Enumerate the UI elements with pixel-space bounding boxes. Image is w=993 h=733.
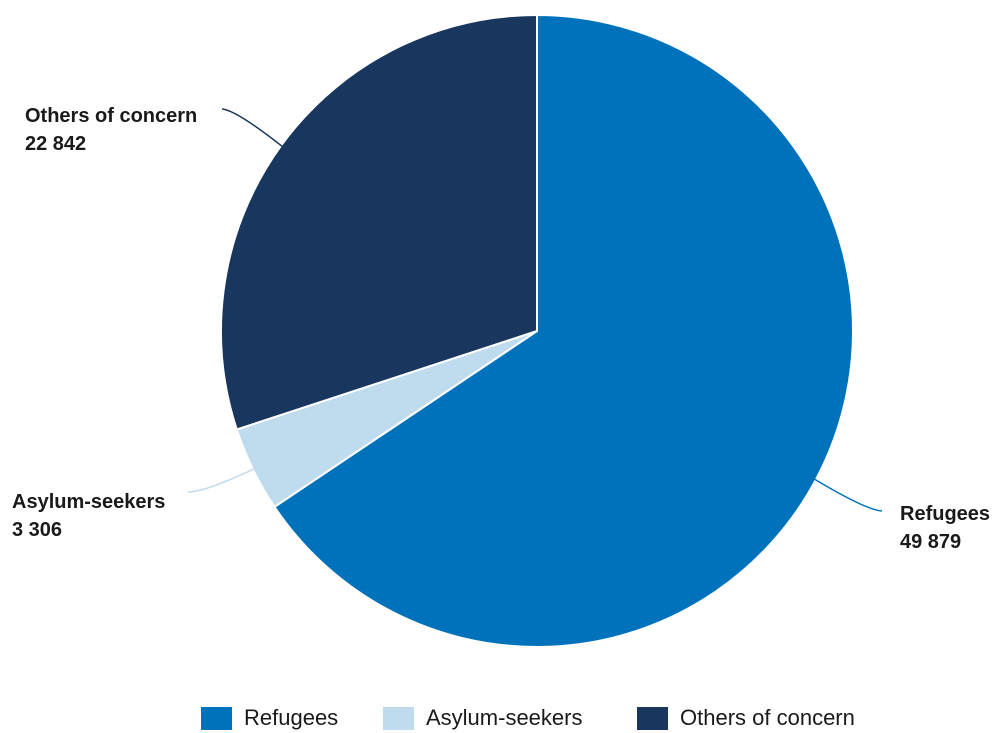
legend-item-asylum-seekers: Asylum-seekers bbox=[383, 703, 582, 733]
slice-label-refugees: Refugees 49 879 bbox=[900, 503, 993, 553]
legend-label-refugees: Refugees bbox=[244, 705, 339, 730]
legend-item-refugees: Refugees bbox=[201, 703, 338, 733]
legend-label-asylum-seekers: Asylum-seekers bbox=[426, 705, 583, 730]
slice-label-asylum-seekers-value: 3 306 bbox=[12, 519, 62, 541]
legend-swatch-refugees bbox=[201, 706, 232, 730]
leader-line-others-of-concern bbox=[221, 108, 284, 148]
slice-label-others-of-concern: Others of concern 22 842 bbox=[25, 105, 203, 155]
pie-slices bbox=[220, 14, 854, 648]
legend-swatch-others-of-concern bbox=[637, 706, 668, 730]
slice-label-others-of-concern-name: Others of concern bbox=[25, 105, 197, 127]
legend: Refugees Asylum-seekers Others of concer… bbox=[0, 703, 993, 733]
slice-label-refugees-name: Refugees bbox=[900, 503, 990, 525]
slice-label-refugees-value: 49 879 bbox=[900, 531, 961, 553]
legend-item-others-of-concern: Others of concern bbox=[637, 703, 855, 733]
slice-label-asylum-seekers-name: Asylum-seekers bbox=[12, 491, 165, 513]
legend-label-others-of-concern: Others of concern bbox=[680, 705, 855, 730]
leader-line-refugees bbox=[813, 478, 883, 512]
slice-labels: Refugees 49 879 Asylum-seekers 3 306 Oth… bbox=[12, 105, 993, 553]
legend-swatch-asylum-seekers bbox=[383, 706, 414, 730]
slice-label-asylum-seekers: Asylum-seekers 3 306 bbox=[12, 491, 171, 541]
slice-label-others-of-concern-value: 22 842 bbox=[25, 133, 86, 155]
leader-line-asylum-seekers bbox=[187, 467, 256, 493]
leader-lines bbox=[187, 108, 883, 512]
